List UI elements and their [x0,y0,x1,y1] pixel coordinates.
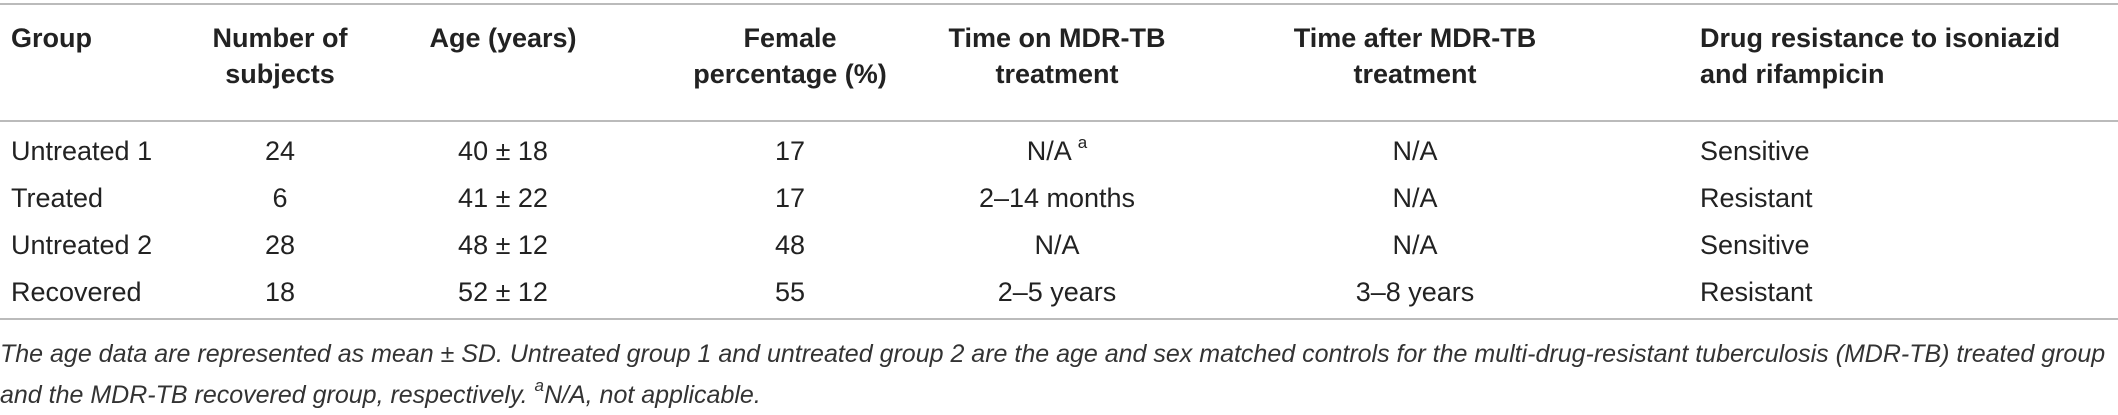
header-cell: Time after MDR-TB treatment [1293,23,1537,89]
table-cell: 52 ± 12 [458,277,548,307]
table-cell: 2–5 years [997,277,1117,307]
header-cell: Age (years) [429,23,577,53]
table-cell: 41 ± 22 [458,183,548,213]
cell-text: N/A [1026,136,1071,166]
cell-note-mark: a [1077,133,1088,152]
table-cell: N/A [1392,183,1438,213]
table-cell: 48 ± 12 [458,230,548,260]
table-cell: Resistant [1700,277,1813,307]
footnote-text: The age data are represented as mean ± S… [0,340,2106,409]
footnote-mark: a [534,376,544,395]
table-cell: 3–8 years [1355,277,1475,307]
header-cell: Number of subjects [212,23,348,89]
table-cell: 55 [774,277,806,307]
table-cell: N/A [1392,136,1438,166]
table-cell: 18 [264,277,296,307]
header-cell: Group [11,23,92,53]
header-rule [0,120,2118,122]
table-cell: 24 [264,136,296,166]
table-cell: 48 [774,230,806,260]
header-cell: Female percentage (%) [693,23,887,89]
footnote: The age data are represented as mean ± S… [0,334,2110,415]
table-cell: 40 ± 18 [458,136,548,166]
table-cell: Recovered [11,277,142,307]
footnote-note: N/A, not applicable. [543,381,761,409]
table-cell: 17 [774,136,806,166]
table-cell: 6 [272,183,288,213]
table-cell: Sensitive [1700,230,1810,260]
bottom-rule [0,318,2118,320]
top-rule [0,3,2118,5]
table-cell: N/A a [1027,133,1088,169]
table-cell: N/A [1034,230,1080,260]
table-cell: 2–14 months [978,183,1136,213]
table-cell: 28 [264,230,296,260]
table-cell: Treated [11,183,104,213]
table-cell: Resistant [1700,183,1813,213]
table-cell: Untreated 1 [11,136,153,166]
table-cell: Sensitive [1700,136,1810,166]
table-cell: N/A [1392,230,1438,260]
header-cell: Drug resistance to isoniazid and rifampi… [1700,23,2061,89]
header-cell: Time on MDR-TB treatment [948,23,1166,89]
table-cell: 17 [774,183,806,213]
table-cell: Untreated 2 [11,230,153,260]
